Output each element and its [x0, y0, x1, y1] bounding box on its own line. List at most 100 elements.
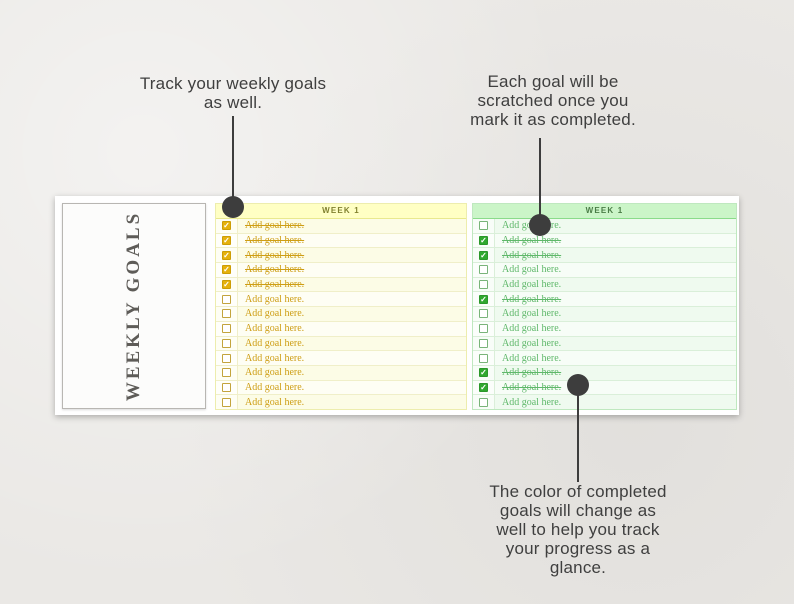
annotation-line: The color of completed [489, 482, 667, 501]
checkbox-unchecked[interactable] [479, 338, 488, 348]
goal-row: Add goal here. [216, 320, 466, 336]
checkbox-checked[interactable]: ✓ [222, 265, 231, 275]
goal-cell[interactable]: Add goal here. [502, 396, 562, 408]
goal-row: Add goal here. [216, 379, 466, 395]
goal-cell[interactable]: Add goal here. [245, 220, 305, 232]
goal-row: Add goal here. [473, 335, 736, 351]
goal-cell[interactable]: Add goal here. [502, 337, 562, 349]
week1-header-green: WEEK 1 [473, 204, 736, 219]
checkbox-cell: ✓ [473, 292, 495, 307]
goal-row: ✓ Add goal here. [473, 232, 736, 248]
checkbox-cell [216, 380, 238, 395]
goal-cell[interactable]: Add goal here. [502, 264, 562, 276]
goal-cell[interactable]: Add goal here. [502, 352, 562, 364]
checkbox-cell [473, 336, 495, 351]
checkbox-unchecked[interactable] [222, 338, 231, 348]
goal-cell[interactable]: Add goal here. [502, 308, 562, 320]
weekly-goals-title: WEEKLY GOALS [123, 210, 144, 402]
goal-row: Add goal here. [473, 262, 736, 277]
goal-cell[interactable]: Add goal here. [502, 235, 562, 247]
spreadsheet-panel: WEEKLY GOALS WEEK 1 ✓ Add goal here. ✓ Add … [55, 196, 739, 415]
annotation-line: glance. [549, 558, 607, 577]
checkbox-unchecked[interactable] [479, 397, 488, 407]
checkbox-unchecked[interactable] [479, 324, 488, 334]
goal-row: Add goal here. [216, 364, 466, 380]
checkbox-cell [473, 277, 495, 292]
checkbox-cell [216, 292, 238, 307]
goal-cell[interactable]: Add goal here. [502, 367, 562, 379]
checkbox-checked[interactable]: ✓ [222, 280, 231, 290]
goal-cell[interactable]: Add goal here. [245, 337, 305, 349]
annotation-line: goals will change as [499, 501, 657, 520]
goal-cell[interactable]: Add goal here. [502, 323, 562, 335]
goal-cell[interactable]: Add goal here. [502, 249, 562, 261]
checkbox-cell [216, 365, 238, 380]
goal-cell[interactable]: Add goal here. [245, 293, 305, 305]
goal-row: Add goal here. [473, 394, 736, 409]
goal-cell[interactable]: Add goal here. [245, 264, 305, 276]
checkbox-checked[interactable]: ✓ [222, 250, 231, 260]
goal-cell[interactable]: Add goal here. [502, 381, 562, 393]
checkbox-checked[interactable]: ✓ [479, 236, 488, 246]
annotation-line: well to help you track [496, 520, 660, 539]
goal-cell[interactable]: Add goal here. [245, 367, 305, 379]
checkbox-unchecked[interactable] [222, 368, 231, 378]
goal-cell[interactable]: Add goal here. [245, 381, 305, 393]
week1-table-green: WEEK 1 Add goal here.✓Add goal here.✓Add… [472, 203, 737, 410]
checkbox-unchecked[interactable] [479, 309, 488, 319]
goal-row: ✓ Add goal here. [473, 364, 736, 380]
weekly-goals-card: WEEKLY GOALS [62, 203, 206, 409]
checkbox-unchecked[interactable] [222, 294, 231, 304]
goal-cell[interactable]: Add goal here. [502, 279, 562, 291]
checkbox-checked[interactable]: ✓ [479, 382, 488, 392]
checkbox-unchecked[interactable] [479, 353, 488, 363]
checkbox-unchecked[interactable] [222, 397, 231, 407]
goal-row: Add goal here. [473, 276, 736, 292]
goal-row: ✓ Add goal here. [216, 232, 466, 248]
checkbox-checked[interactable]: ✓ [479, 368, 488, 378]
checkbox-unchecked[interactable] [479, 265, 488, 275]
checkbox-checked[interactable]: ✓ [479, 250, 488, 260]
checkbox-cell: ✓ [216, 263, 238, 277]
checkbox-unchecked[interactable] [222, 309, 231, 319]
checkbox-cell: ✓ [473, 233, 495, 248]
checkbox-unchecked[interactable] [222, 324, 231, 334]
goal-cell[interactable]: Add goal here. [245, 396, 305, 408]
checkbox-unchecked[interactable] [222, 382, 231, 392]
goal-row: Add goal here. [473, 219, 736, 233]
goal-row: ✓ Add goal here. [216, 262, 466, 277]
checkbox-unchecked[interactable] [479, 221, 488, 231]
goal-row: ✓ Add goal here. [216, 276, 466, 292]
goal-cell[interactable]: Add goal here. [245, 249, 305, 261]
goal-cell[interactable]: Add goal here. [245, 235, 305, 247]
week1-header-yellow: WEEK 1 [216, 204, 466, 219]
checkbox-cell: ✓ [216, 277, 238, 292]
checkbox-cell: ✓ [216, 233, 238, 248]
annotation-track-goals: Track your weekly goals as well. [113, 74, 353, 112]
goal-row: Add goal here. [216, 291, 466, 307]
checkbox-cell [216, 336, 238, 351]
checkbox-cell [473, 219, 495, 233]
checkbox-checked[interactable]: ✓ [222, 236, 231, 246]
goal-row: ✓ Add goal here. [216, 219, 466, 233]
callout-line-top-right [539, 138, 541, 225]
goal-row: Add goal here. [216, 350, 466, 365]
callout-dot-top-right [529, 214, 551, 236]
checkbox-cell: ✓ [216, 219, 238, 233]
checkbox-checked[interactable]: ✓ [479, 294, 488, 304]
goal-cell[interactable]: Add goal here. [245, 279, 305, 291]
annotation-line: scratched once you [477, 91, 629, 110]
goal-cell[interactable]: Add goal here. [502, 293, 562, 305]
goal-cell[interactable]: Add goal here. [245, 323, 305, 335]
checkbox-unchecked[interactable] [479, 280, 488, 290]
checkbox-checked[interactable]: ✓ [222, 221, 231, 231]
goal-rows: Add goal here. ✓ Add goal here. ✓ Add goal h… [473, 219, 736, 409]
checkbox-cell [216, 321, 238, 336]
checkbox-unchecked[interactable] [222, 353, 231, 363]
goal-row: ✓ Add goal here. [473, 379, 736, 395]
goal-cell[interactable]: Add goal here. [245, 352, 305, 364]
annotation-color-change: The color of completed goals will change… [458, 482, 698, 577]
callout-dot-bottom [567, 374, 589, 396]
goal-cell[interactable]: Add goal here. [245, 308, 305, 320]
